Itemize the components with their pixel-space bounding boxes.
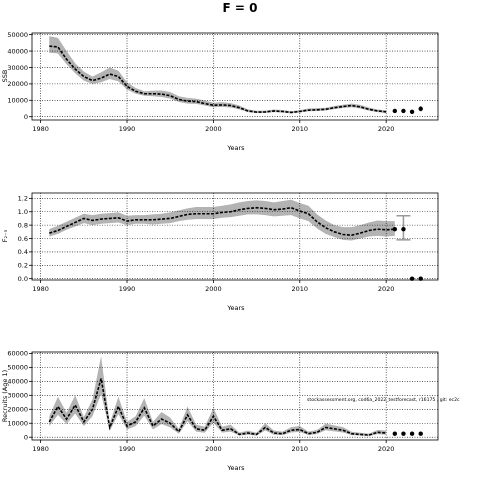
recruits-plot-area — [31, 351, 439, 441]
ssb-xtick-label: 1990 — [119, 125, 136, 133]
recruits-xtick-label: 2000 — [205, 445, 222, 453]
recruits-estimate-line — [48, 378, 387, 436]
f-ytick-label: 1.0 — [18, 208, 28, 216]
ssb-xtick-label: 1980 — [32, 125, 49, 133]
recruits-projection-point — [401, 431, 406, 436]
recruits-projection-point — [392, 431, 398, 436]
f-confidence-band — [49, 199, 395, 241]
recruits-panel: 1980 1990 2000 2010 2020 0 10000 20000 30000 4000… — [1, 350, 460, 472]
f-xtick-label: 2000 — [205, 285, 222, 293]
ssb-ytick-label: 30000 — [7, 64, 28, 72]
f-xtick-label: 1980 — [32, 285, 49, 293]
f-projection-point — [409, 276, 415, 281]
recruits-confidence-band — [49, 356, 387, 437]
ssb-xtick-label: 2020 — [378, 125, 395, 133]
recruits-xtick-label: 2010 — [292, 445, 309, 453]
f-xtick-label: 1990 — [119, 285, 136, 293]
ssb-projection-point — [392, 108, 398, 114]
ssb-ytick-label: 50000 — [7, 31, 28, 39]
ssb-ytick-label: 0 — [24, 113, 28, 121]
recruits-ytick-label: 40000 — [7, 378, 28, 386]
recruits-ytick-label: 20000 — [7, 406, 28, 414]
ssb-projection-point — [418, 106, 423, 112]
figure-title: F = 0 — [222, 1, 258, 15]
ssb-xaxis-title: Years — [226, 144, 245, 152]
ssb-panel: 1980 1990 2000 2010 2020 0 10000 20000 30000 4000… — [1, 31, 439, 152]
recruits-ytick-label: 50000 — [7, 364, 28, 372]
recruits-xtick-label: 1990 — [119, 445, 136, 453]
f-xtick-label: 2010 — [292, 285, 309, 293]
ssb-projection-point — [409, 109, 415, 114]
f-projection-point — [401, 226, 406, 232]
f-xaxis-title: Years — [226, 304, 245, 312]
recruits-projection-point — [409, 431, 415, 436]
f-ytick-label: 0.0 — [18, 275, 28, 283]
recruits-ytick-label: 60000 — [7, 350, 28, 358]
ssb-ytick-label: 40000 — [7, 47, 28, 55]
f-yaxis-title: F₂₋₅ — [1, 229, 9, 242]
recruits-yaxis-title: Recruits (Age 1) — [1, 370, 9, 422]
recruits-projection-point — [418, 431, 423, 436]
f-estimate-line — [49, 206, 395, 236]
recruits-xtick-label: 1980 — [32, 445, 49, 453]
f-panel: 1980 1990 2000 2010 2020 0.0 0.2 0.4 0.6 0.8 1.0 1.… — [1, 192, 439, 312]
recruits-ytick-label: 10000 — [7, 420, 28, 428]
ssb-ytick-label: 20000 — [7, 80, 28, 88]
ssb-xtick-label: 2000 — [205, 125, 222, 133]
ssb-ytick-label: 10000 — [7, 97, 28, 105]
f-xtick-label: 2020 — [378, 285, 395, 293]
recruits-ytick-label: 0 — [24, 434, 28, 442]
recruits-ytick-label: 30000 — [7, 392, 28, 400]
recruits-xaxis-title: Years — [226, 464, 245, 472]
f-ytick-label: 0.6 — [18, 235, 28, 243]
f-projection-point — [392, 226, 398, 232]
ssb-yaxis-title: SSB — [1, 70, 9, 83]
ssb-xtick-label: 2010 — [292, 125, 309, 133]
recruits-annotation: stockassessment.org, cod6a_2022_testfore… — [307, 397, 460, 403]
ssb-projection-point — [401, 108, 406, 114]
f-ytick-label: 0.2 — [18, 262, 28, 270]
f-ytick-label: 0.8 — [18, 221, 28, 229]
f-ytick-label: 1.2 — [18, 195, 28, 203]
f-projection-point — [418, 276, 423, 281]
f-ytick-label: 0.4 — [18, 248, 28, 256]
recruits-xtick-label: 2020 — [378, 445, 395, 453]
